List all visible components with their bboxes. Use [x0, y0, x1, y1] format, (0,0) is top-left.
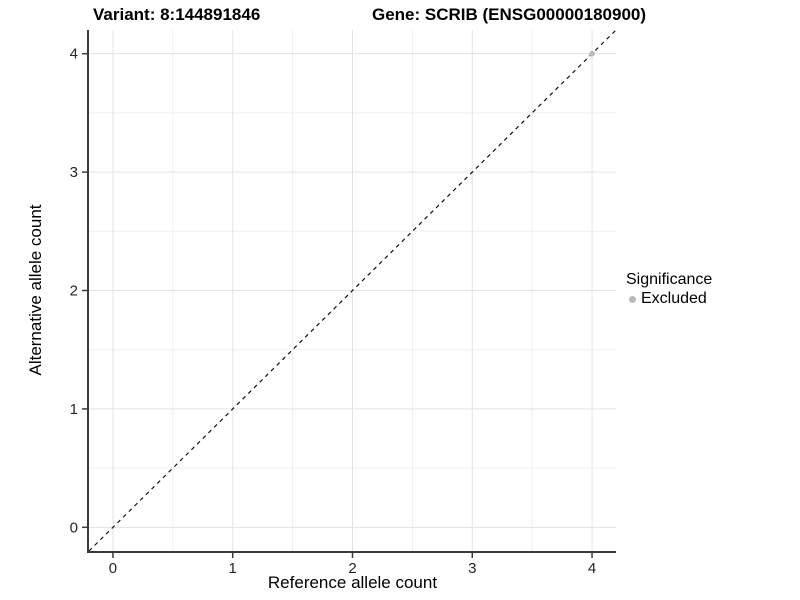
x-tick-label: 1	[229, 560, 237, 577]
y-tick-label: 2	[70, 283, 78, 300]
x-tick-label: 2	[348, 560, 356, 577]
legend-title: Significance	[626, 271, 713, 288]
gene-title: Gene: SCRIB (ENSG00000180900)	[372, 5, 647, 24]
x-tick-label: 4	[588, 560, 596, 577]
x-tick-label: 3	[468, 560, 476, 577]
y-tick-label: 4	[70, 46, 78, 63]
legend-item-label: Excluded	[641, 290, 707, 307]
x-tick-label: 0	[109, 560, 117, 577]
legend-item-excluded: Excluded	[626, 290, 712, 308]
excluded-point-icon	[629, 295, 636, 303]
y-tick-label: 1	[70, 401, 78, 418]
y-tick-label: 3	[70, 164, 78, 181]
variant-title: Variant: 8:144891846	[93, 5, 261, 24]
identity-line	[88, 29, 617, 552]
legend: Significance Excluded	[626, 270, 712, 308]
y-axis-title: Alternative allele count	[26, 204, 45, 376]
data-point	[589, 50, 595, 57]
x-axis-title: Reference allele count	[267, 573, 438, 592]
y-tick-label: 0	[70, 519, 78, 536]
